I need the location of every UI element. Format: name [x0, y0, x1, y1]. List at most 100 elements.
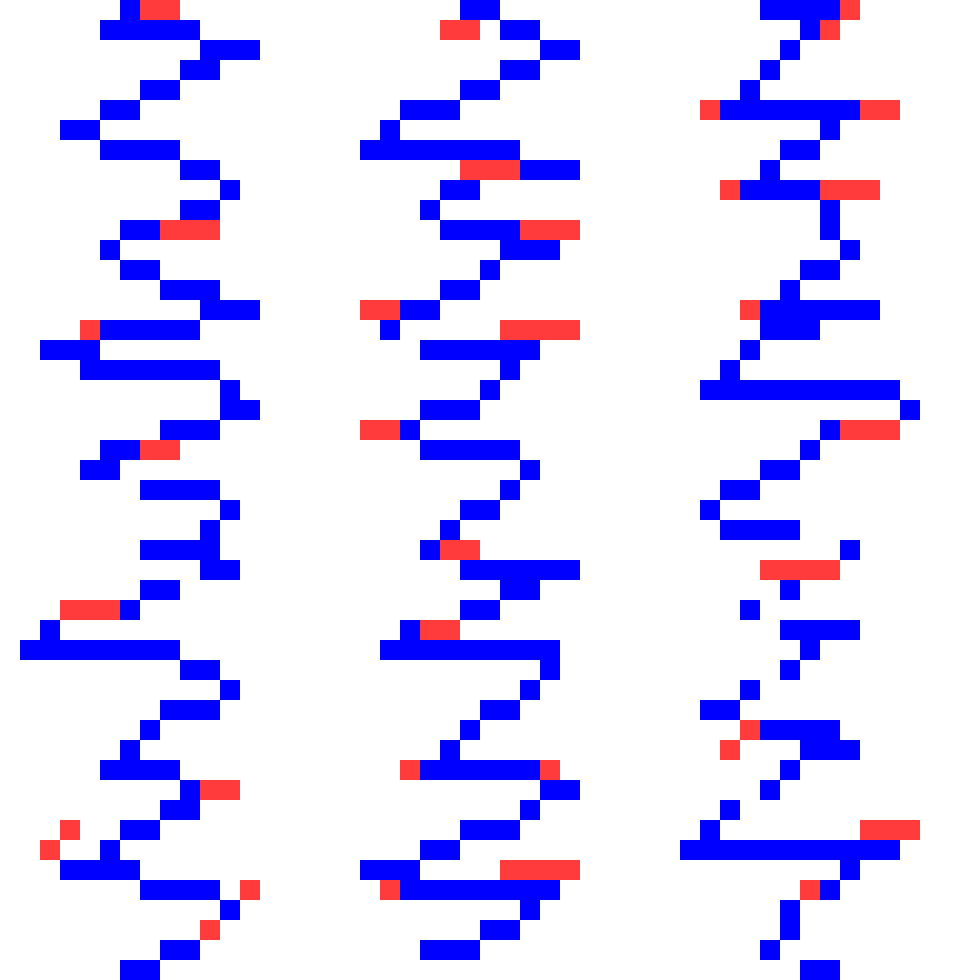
marker-segment	[240, 880, 260, 900]
path-segment	[140, 540, 220, 560]
path-segment	[420, 760, 540, 780]
path-segment	[160, 940, 200, 960]
path-segment	[120, 960, 160, 980]
path-segment	[400, 300, 440, 320]
path-segment	[160, 800, 200, 820]
path-segment	[780, 580, 800, 600]
marker-segment	[200, 780, 240, 800]
path-segment	[720, 100, 860, 120]
path-segment	[100, 140, 180, 160]
path-segment	[480, 700, 520, 720]
marker-segment	[400, 760, 420, 780]
marker-segment	[540, 760, 560, 780]
path-segment	[420, 340, 540, 360]
path-segment	[780, 140, 820, 160]
path-segment	[140, 720, 160, 740]
marker-segment	[500, 860, 580, 880]
path-segment	[540, 40, 580, 60]
path-segment	[120, 220, 160, 240]
path-segment	[440, 280, 480, 300]
path-segment	[700, 820, 720, 840]
marker-segment	[440, 540, 480, 560]
path-segment	[120, 0, 140, 20]
marker-segment	[60, 820, 80, 840]
path-segment	[200, 300, 260, 320]
path-segment	[800, 960, 840, 980]
path-segment	[500, 60, 540, 80]
path-segment	[500, 360, 520, 380]
path-segment	[180, 200, 220, 220]
path-segment	[380, 640, 560, 660]
path-segment	[460, 720, 480, 740]
path-segment	[220, 400, 260, 420]
marker-segment	[720, 740, 740, 760]
path-segment	[420, 840, 460, 860]
path-segment	[480, 380, 500, 400]
path-segment	[680, 840, 900, 860]
path-segment	[800, 440, 820, 460]
path-segment	[460, 0, 500, 20]
path-segment	[420, 400, 480, 420]
marker-segment	[360, 300, 400, 320]
path-segment	[720, 480, 760, 500]
marker-segment	[820, 180, 880, 200]
path-segment	[740, 680, 760, 700]
path-segment	[160, 420, 220, 440]
path-segment	[720, 520, 800, 540]
path-segment	[220, 900, 240, 920]
marker-segment	[40, 840, 60, 860]
marker-segment	[860, 100, 900, 120]
path-segment	[700, 380, 900, 400]
path-segment	[120, 740, 140, 760]
marker-segment	[860, 820, 920, 840]
path-segment	[440, 520, 460, 540]
marker-segment	[520, 220, 580, 240]
marker-segment	[80, 320, 100, 340]
path-segment	[840, 240, 860, 260]
marker-segment	[760, 560, 840, 580]
path-segment	[740, 80, 760, 100]
marker-segment	[740, 720, 760, 740]
path-segment	[60, 120, 100, 140]
path-segment	[800, 640, 820, 660]
path-segment	[360, 860, 420, 880]
marker-segment	[440, 20, 480, 40]
path-segment	[740, 340, 760, 360]
path-segment	[820, 200, 840, 220]
path-segment	[840, 860, 860, 880]
path-segment	[180, 160, 220, 180]
path-segment	[60, 860, 140, 880]
path-segment	[520, 460, 540, 480]
path-segment	[100, 840, 120, 860]
path-segment	[40, 620, 60, 640]
marker-segment	[380, 880, 400, 900]
path-segment	[520, 680, 540, 700]
path-segment	[780, 920, 800, 940]
path-segment	[760, 460, 800, 480]
path-segment	[220, 500, 240, 520]
path-segment	[200, 40, 260, 60]
path-segment	[200, 560, 240, 580]
path-segment	[400, 420, 420, 440]
path-segment	[720, 360, 740, 380]
marker-segment	[500, 320, 580, 340]
path-segment	[400, 100, 460, 120]
path-segment	[780, 900, 800, 920]
path-segment	[440, 180, 480, 200]
path-segment	[20, 640, 180, 660]
path-segment	[400, 620, 420, 640]
path-segment	[220, 180, 240, 200]
path-segment	[460, 500, 500, 520]
path-segment	[420, 440, 520, 460]
path-segment	[760, 780, 780, 800]
path-segment	[820, 220, 840, 240]
path-segment	[100, 100, 140, 120]
path-segment	[460, 80, 500, 100]
path-segment	[520, 900, 540, 920]
path-segment	[100, 20, 200, 40]
path-segment	[760, 160, 780, 180]
marker-segment	[140, 0, 180, 20]
path-segment	[900, 400, 920, 420]
path-segment	[760, 940, 780, 960]
